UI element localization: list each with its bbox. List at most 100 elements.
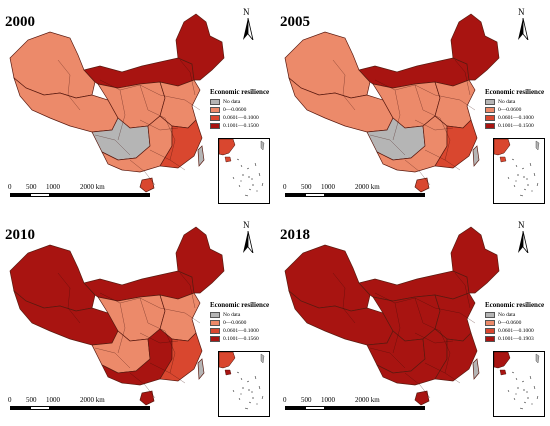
- region-coast: [434, 332, 478, 382]
- north-arrow-icon: [243, 231, 254, 253]
- scale-segment: [285, 406, 305, 410]
- legend-label: 0.1001—0.1500: [498, 123, 534, 129]
- legend: Economic resilience No data 0—0.0600 0.060…: [485, 301, 550, 343]
- legend-swatch: [485, 328, 495, 334]
- scale-segment: [305, 406, 325, 410]
- north-arrow-icon: [243, 18, 254, 40]
- legend-swatch: [485, 336, 495, 342]
- legend-swatch: [485, 115, 495, 121]
- scale-segment: [50, 406, 150, 410]
- legend: Economic resilience No data 0—0.0600 0.060…: [210, 301, 280, 343]
- legend-title: Economic resilience: [485, 88, 545, 96]
- year-title: 2005: [280, 14, 310, 30]
- scale-label-500: 500: [26, 183, 37, 191]
- scale-label-500: 500: [301, 183, 312, 191]
- scale-label-1000: 1000: [321, 183, 335, 191]
- region-hainan: [414, 390, 430, 406]
- scale-label-2000: 2000 km: [355, 396, 380, 404]
- scale-label-500: 500: [301, 396, 312, 404]
- scale-label-0: 0: [8, 396, 12, 404]
- north-label: N: [243, 7, 250, 17]
- legend-label: 0—0.0600: [498, 107, 522, 113]
- legend-item: 0.0601—0.1000: [210, 114, 280, 122]
- map-panel-2018: 2018 N Economic resilience No data 0—0.06…: [275, 213, 550, 426]
- china-map: [9, 226, 225, 406]
- legend-swatch: [210, 312, 220, 318]
- scale-label-2000: 2000 km: [80, 396, 105, 404]
- legend-item: No data: [485, 98, 550, 106]
- legend-swatch: [210, 115, 220, 121]
- legend-item: 0.0601—0.1000: [210, 327, 280, 335]
- region-coast: [434, 119, 478, 169]
- north-arrow: N: [513, 7, 533, 42]
- region-north_band: [83, 270, 195, 302]
- north-arrow: N: [513, 220, 533, 255]
- china-map: [284, 13, 500, 193]
- legend-swatch: [485, 320, 495, 326]
- inset-map: [219, 139, 265, 197]
- legend-item: 0.1001—0.1903: [485, 335, 550, 343]
- scale-label-2000: 2000 km: [355, 183, 380, 191]
- legend-swatch: [210, 328, 220, 334]
- north-arrow-icon: [518, 231, 529, 253]
- legend-title: Economic resilience: [210, 301, 270, 309]
- north-arrow-icon: [518, 18, 529, 40]
- region-hainan: [139, 177, 155, 193]
- scale-label-0: 0: [283, 183, 287, 191]
- scale-bar: 0 500 1000 2000 km: [8, 396, 150, 416]
- scale-segment: [30, 193, 50, 197]
- south-china-sea-inset: [218, 138, 270, 204]
- scale-bar: 0 500 1000 2000 km: [283, 183, 425, 203]
- region-coast: [159, 332, 203, 382]
- year-title: 2010: [5, 227, 35, 243]
- scale-segment: [10, 406, 30, 410]
- scale-segment: [325, 193, 425, 197]
- legend-label: 0—0.0600: [223, 320, 247, 326]
- inset-map: [219, 352, 265, 410]
- legend-swatch: [210, 99, 220, 105]
- north-arrow: N: [238, 7, 258, 42]
- scale-label-1000: 1000: [46, 183, 60, 191]
- legend-title: Economic resilience: [210, 88, 270, 96]
- legend-label: 0.1001—0.1560: [223, 336, 259, 342]
- legend-title: Economic resilience: [485, 301, 545, 309]
- legend-item: 0.1001—0.1500: [485, 122, 550, 130]
- legend-swatch: [210, 107, 220, 113]
- legend-swatch: [485, 99, 495, 105]
- legend-item: 0.0601—0.1000: [485, 327, 550, 335]
- legend-label: 0.1001—0.1903: [498, 336, 534, 342]
- region-north_band: [358, 57, 470, 89]
- legend-swatch: [485, 107, 495, 113]
- scale-label-1000: 1000: [321, 396, 335, 404]
- region-taiwan: [472, 358, 480, 380]
- region-coast: [159, 119, 203, 169]
- legend-label: 0.0601—0.1000: [498, 328, 534, 334]
- inset-map: [494, 352, 540, 410]
- legend-label: 0—0.0600: [223, 107, 247, 113]
- legend-item: No data: [485, 311, 550, 319]
- legend-label: 0.0601—0.1000: [223, 328, 259, 334]
- legend: Economic resilience No data 0—0.0600 0.060…: [485, 88, 550, 130]
- legend-item: No data: [210, 311, 280, 319]
- legend-item: 0.1001—0.1500: [210, 122, 280, 130]
- legend-label: 0—0.0600: [498, 320, 522, 326]
- south-china-sea-inset: [493, 138, 545, 204]
- legend-item: 0—0.0600: [485, 106, 550, 114]
- legend-swatch: [210, 336, 220, 342]
- legend-item: 0—0.0600: [485, 319, 550, 327]
- legend-item: No data: [210, 98, 280, 106]
- legend-label: No data: [223, 99, 241, 105]
- china-map: [9, 13, 225, 193]
- north-label: N: [518, 220, 525, 230]
- legend-swatch: [210, 320, 220, 326]
- legend-label: 0.0601—0.1000: [223, 115, 259, 121]
- map-panel-2010: 2010 N Economic resilience No data 0—0.06…: [0, 213, 275, 426]
- south-china-sea-inset: [493, 351, 545, 417]
- scale-segment: [50, 193, 150, 197]
- year-title: 2018: [280, 227, 310, 243]
- south-china-sea-inset: [218, 351, 270, 417]
- inset-map: [494, 139, 540, 197]
- north-label: N: [518, 7, 525, 17]
- scale-segment: [10, 193, 30, 197]
- scale-label-0: 0: [8, 183, 12, 191]
